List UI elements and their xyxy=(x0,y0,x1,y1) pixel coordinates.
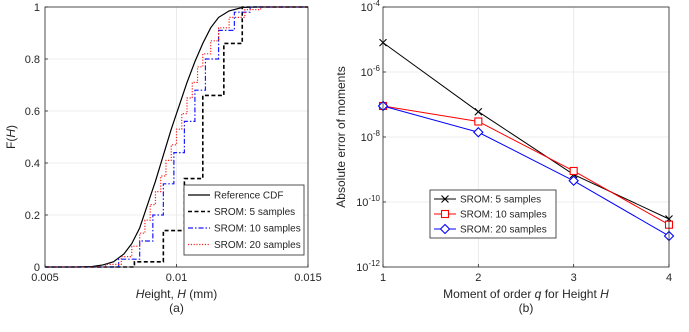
moment-error-x-tick-label: 4 xyxy=(666,272,672,284)
moment-error-legend-label-srom-10-samples: SROM: 10 samples xyxy=(460,210,547,221)
cdf-series-reference-cdf xyxy=(45,6,308,268)
cdf-panel: 0.005 0.01 0.015 0 0.2 0.4 0.6 0.8 1 Height, H (… xyxy=(4,2,322,315)
cdf-series-srom-5-samples xyxy=(45,6,308,268)
moment-error-point-srom-5-samples xyxy=(474,107,483,116)
moment-error-ticks: 1 2 3 4 10-12 10-10 10-8 10-6 10-4 xyxy=(356,0,672,284)
moment-error-y-tick-label: 10-10 xyxy=(356,194,380,209)
moment-error-panel-label: (b) xyxy=(519,301,534,315)
cdf-ticks: 0.005 0.01 0.015 0 0.2 0.4 0.6 0.8 1 xyxy=(25,2,322,284)
cdf-legend-box xyxy=(183,184,305,256)
cdf-y-tick-label: 0.2 xyxy=(25,210,40,222)
cdf-x-tick-label: 0.015 xyxy=(294,272,322,284)
cdf-x-axis-label: Height, H (mm) xyxy=(136,287,217,301)
moment-error-point-srom-10-samples xyxy=(474,117,483,126)
moment-error-point-srom-10-samples xyxy=(569,166,578,176)
moment-error-legend-marker-srom-5-samples xyxy=(441,195,449,203)
moment-error-y-axis-label: Absolute error of moments xyxy=(334,66,348,207)
moment-error-point-srom-20-samples xyxy=(473,126,484,138)
cdf-series-layer xyxy=(45,6,308,268)
moment-error-point-srom-20-samples xyxy=(568,175,579,187)
cdf-y-tick-label: 0 xyxy=(34,262,40,274)
moment-error-legend: SROM: 5 samples SROM: 10 samples SROM: 20 … xyxy=(429,189,557,239)
cdf-legend-label-srom-10-samples: SROM: 10 samples xyxy=(214,224,301,235)
cdf-legend-label-srom-5-samples: SROM: 5 samples xyxy=(214,207,295,218)
cdf-legend-label-reference-cdf: Reference CDF xyxy=(214,191,283,202)
moment-error-legend-marker-srom-20-samples xyxy=(439,223,451,235)
cdf-y-tick-label: 0.4 xyxy=(25,158,40,170)
moment-error-y-tick-label: 10-12 xyxy=(356,259,380,274)
moment-error-y-tick-label: 10-4 xyxy=(361,0,381,14)
moment-error-legend-marker-srom-5-samples-stroke xyxy=(441,195,449,203)
moment-error-point-srom-5-samples-stroke xyxy=(474,107,483,116)
moment-error-legend-marker-srom-10-samples xyxy=(440,209,450,219)
cdf-y-tick-label: 0.8 xyxy=(25,54,40,66)
moment-error-x-tick-label: 3 xyxy=(571,272,577,284)
moment-error-legend-label-srom-5-samples: SROM: 5 samples xyxy=(460,195,541,206)
moment-error-legend-label-srom-20-samples: SROM: 20 samples xyxy=(460,225,547,236)
moment-error-y-tick-label: 10-8 xyxy=(361,129,381,144)
moment-error-x-axis-label: Moment of order q for Height H xyxy=(443,287,609,301)
moment-error-x-tick-label: 2 xyxy=(475,272,481,284)
cdf-series-srom-20-samples xyxy=(45,6,308,268)
moment-error-panel: 1 2 3 4 10-12 10-10 10-8 10-6 10-4 Moment of ord… xyxy=(334,0,675,315)
cdf-y-tick-label: 0.6 xyxy=(25,106,40,118)
moment-error-y-tick-label: 10-6 xyxy=(361,64,381,79)
cdf-x-tick-label: 0.01 xyxy=(166,272,187,284)
moment-error-series-srom-10-samples xyxy=(382,105,670,226)
moment-error-x-tick-label: 1 xyxy=(380,272,386,284)
moment-error-series-srom-5-samples xyxy=(382,42,670,220)
cdf-legend-label-srom-20-samples: SROM: 20 samples xyxy=(214,240,301,251)
cdf-legend: Reference CDF SROM: 5 samples SROM: 10 sam… xyxy=(183,184,305,256)
cdf-y-axis-label: F(H) xyxy=(4,125,18,149)
moment-error-series-srom-20-samples xyxy=(382,105,670,237)
cdf-x-tick-label: 0.005 xyxy=(31,272,59,284)
cdf-panel-label: (a) xyxy=(169,301,184,315)
cdf-y-tick-label: 1 xyxy=(34,2,40,14)
